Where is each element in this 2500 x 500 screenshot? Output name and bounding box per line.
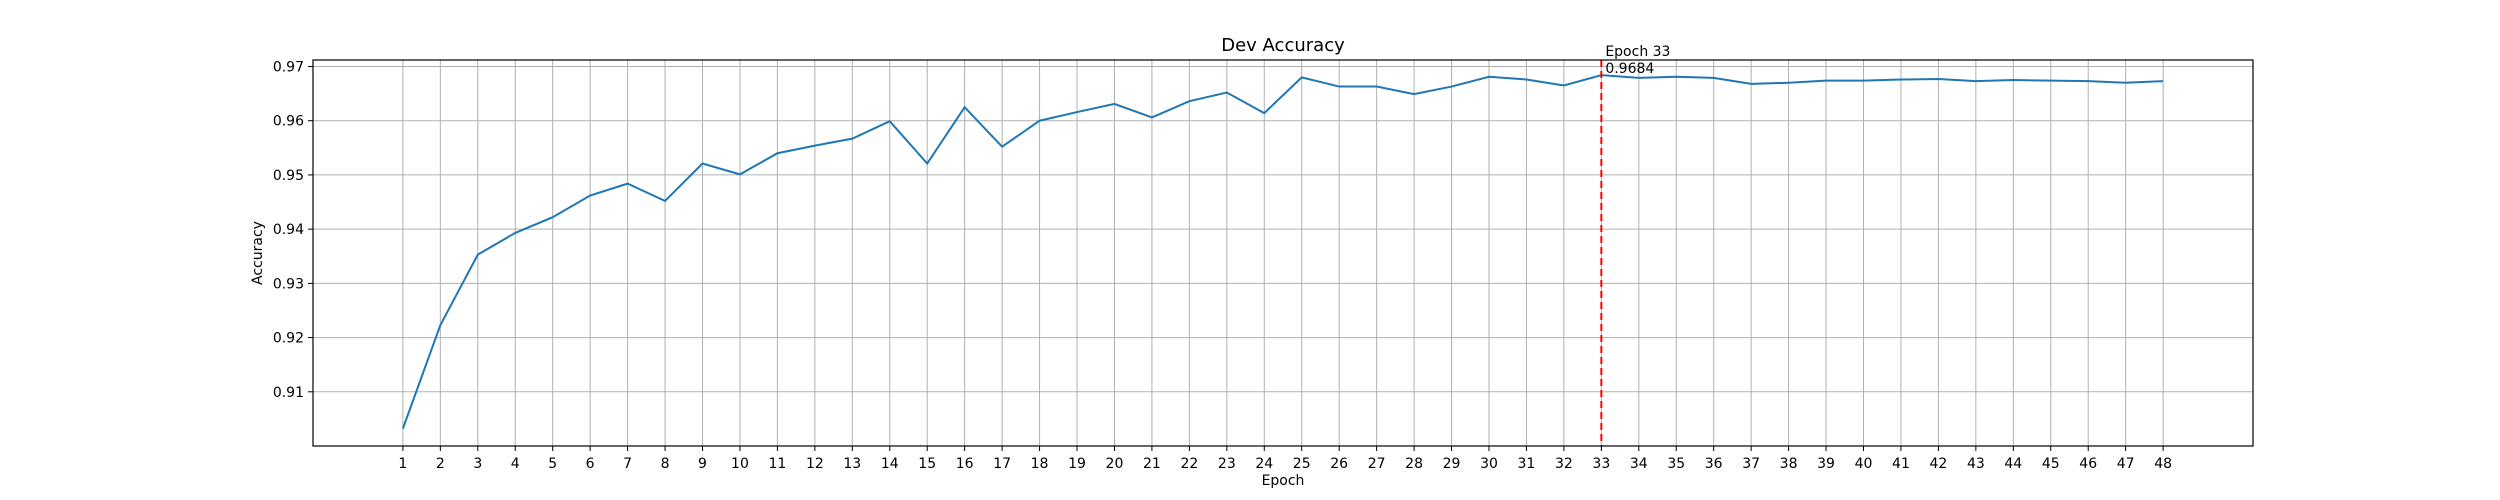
x-tick-label: 10	[731, 456, 749, 472]
x-tick-label: 42	[1929, 456, 1947, 472]
grid-layer	[313, 60, 2253, 446]
x-tick-label: 16	[956, 456, 974, 472]
x-tick-label: 31	[1518, 456, 1536, 472]
x-tick-label: 25	[1293, 456, 1311, 472]
marker-epoch-label: Epoch 33	[1605, 44, 1670, 60]
x-tick-label: 6	[586, 456, 595, 472]
x-tick-label: 15	[918, 456, 936, 472]
x-tick-label: 3	[473, 456, 482, 472]
x-tick-label: 36	[1705, 456, 1723, 472]
x-tick-label: 34	[1630, 456, 1648, 472]
y-tick-label: 0.94	[273, 222, 304, 238]
x-tick-label: 8	[661, 456, 670, 472]
x-tick-label: 46	[2079, 456, 2097, 472]
x-tick-label: 26	[1330, 456, 1348, 472]
y-tick-label: 0.96	[273, 114, 304, 130]
x-tick-label: 29	[1443, 456, 1461, 472]
x-tick-label: 27	[1368, 456, 1386, 472]
x-tick-label: 14	[881, 456, 899, 472]
x-tick-label: 32	[1555, 456, 1573, 472]
x-tick-label: 2	[436, 456, 445, 472]
x-tick-label: 24	[1255, 456, 1273, 472]
x-tick-label: 37	[1742, 456, 1760, 472]
x-tick-label: 41	[1892, 456, 1910, 472]
y-tick-label: 0.95	[273, 168, 304, 184]
series-line	[401, 74, 2164, 429]
x-tick-label: 45	[2042, 456, 2060, 472]
x-tick-label: 17	[993, 456, 1011, 472]
y-axis-label: Accuracy	[250, 221, 266, 285]
x-tick-label: 1	[398, 456, 407, 472]
x-tick-label: 11	[768, 456, 786, 472]
x-tick-label: 4	[511, 456, 520, 472]
y-tick-label: 0.91	[273, 385, 304, 401]
x-tick-label: 35	[1667, 456, 1685, 472]
x-tick-label: 13	[843, 456, 861, 472]
x-tick-label: 20	[1106, 456, 1124, 472]
plot-frame	[312, 59, 2254, 447]
y-tick-label: 0.92	[273, 331, 304, 347]
x-tick-label: 12	[806, 456, 824, 472]
x-tick-label: 33	[1592, 456, 1610, 472]
x-tick-label: 7	[623, 456, 632, 472]
x-tick-label: 19	[1068, 456, 1086, 472]
x-tick-label: 18	[1031, 456, 1049, 472]
x-tick-label: 38	[1780, 456, 1798, 472]
x-axis-label: Epoch	[1262, 473, 1305, 489]
x-tick-label: 9	[698, 456, 707, 472]
y-tick-label: 0.97	[273, 60, 304, 76]
x-tick-label: 28	[1405, 456, 1423, 472]
x-tick-label: 30	[1480, 456, 1498, 472]
x-tick-label: 22	[1180, 456, 1198, 472]
ticks-layer: 1 2 3 4 5 6 7 8 9 10 11 12 13 14 15 16 17 18 19 20 21 22 23 24 2…	[273, 60, 2172, 472]
marker-value-label: 0.9684	[1605, 61, 1654, 77]
y-tick-label: 0.93	[273, 276, 304, 292]
x-tick-label: 47	[2117, 456, 2135, 472]
x-tick-label: 39	[1817, 456, 1835, 472]
x-tick-label: 44	[2004, 456, 2022, 472]
x-tick-label: 5	[548, 456, 557, 472]
x-tick-label: 43	[1967, 456, 1985, 472]
chart-title: Dev Accuracy	[1221, 35, 1345, 56]
x-tick-label: 21	[1143, 456, 1161, 472]
x-tick-label: 23	[1218, 456, 1236, 472]
x-tick-label: 40	[1855, 456, 1873, 472]
x-tick-label: 48	[2154, 456, 2172, 472]
